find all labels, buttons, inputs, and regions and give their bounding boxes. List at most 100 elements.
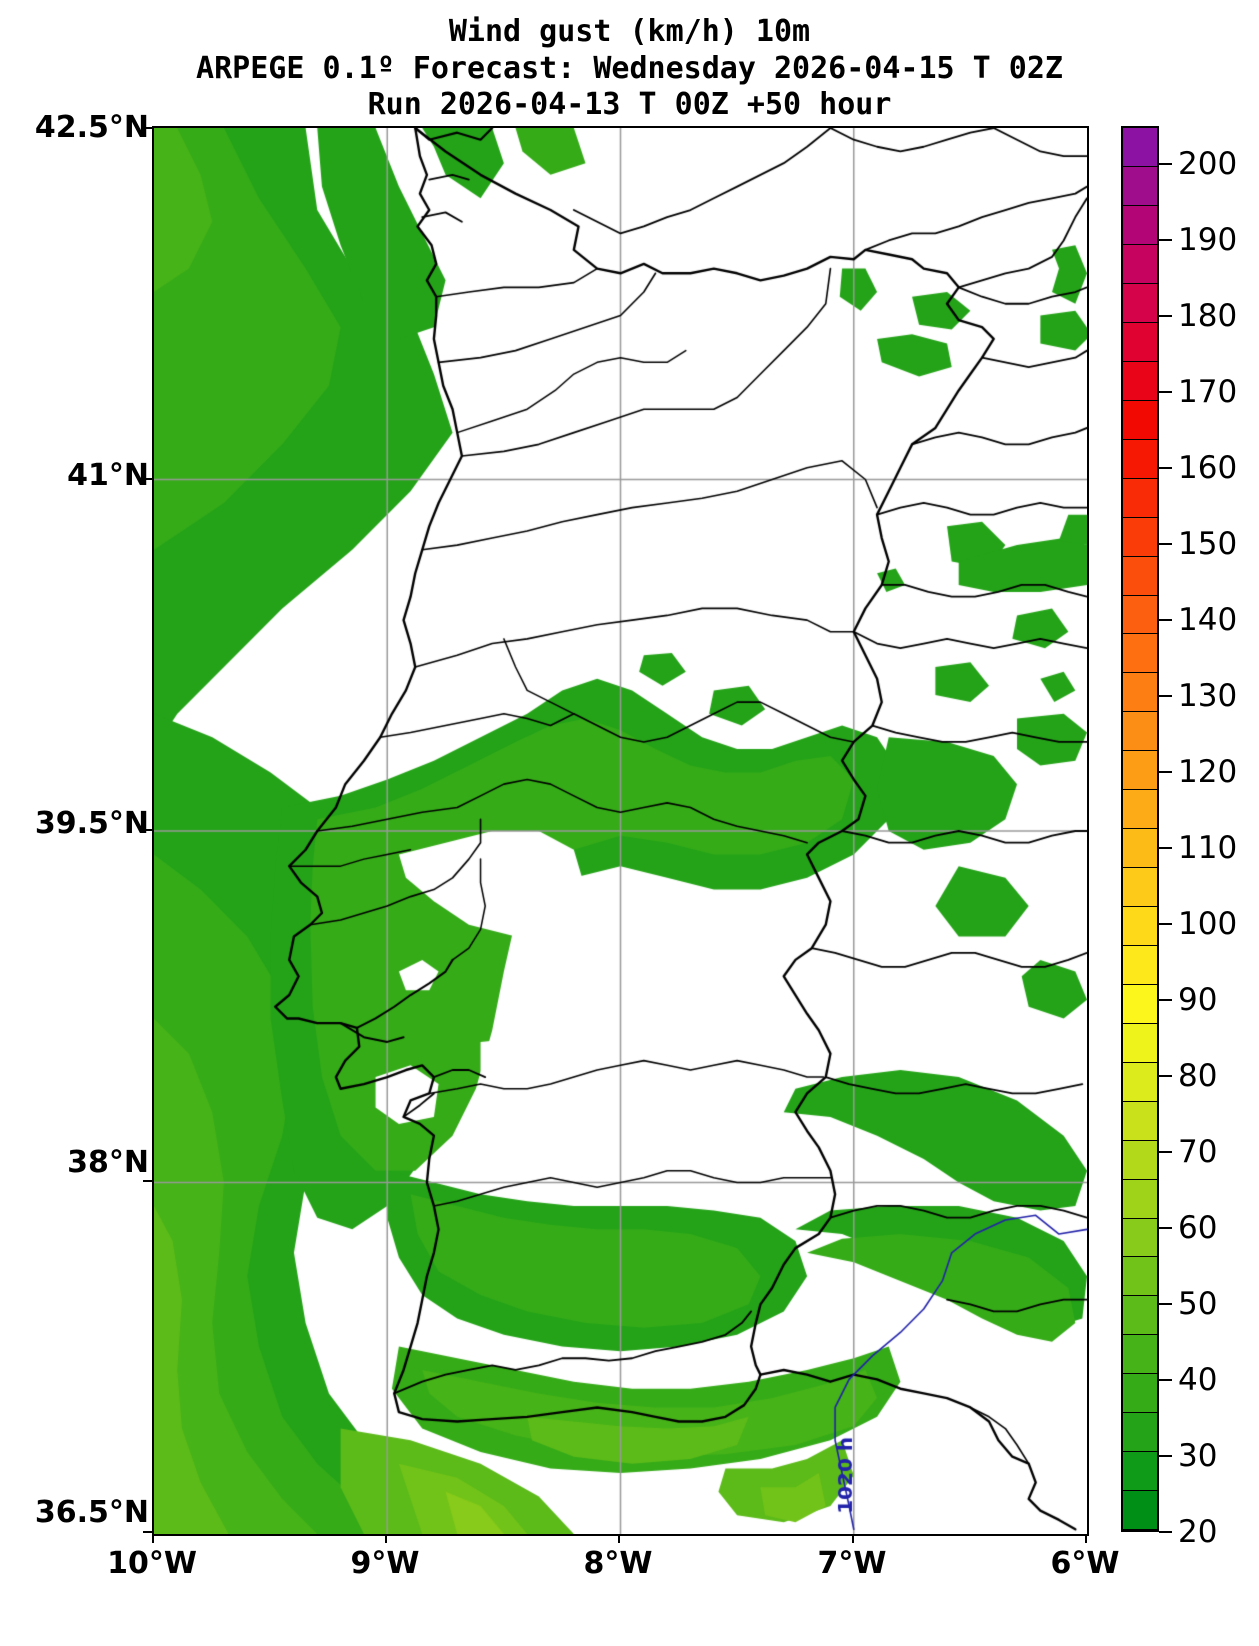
colorbar-band-0: [1123, 1491, 1157, 1530]
colorbar-tick-150: [1159, 543, 1172, 545]
colorbar-band-34: [1123, 167, 1157, 207]
map-plot-area: [152, 126, 1089, 1536]
colorbar-tick-label-100: 100: [1178, 906, 1238, 942]
colorbar-band-9: [1123, 1140, 1157, 1180]
y-tick-label-1: 41°N: [67, 458, 149, 493]
run-subtitle: Run 2026-04-13 T 00Z +50 hour: [367, 87, 892, 123]
colorbar-tick-120: [1159, 771, 1172, 773]
colorbar-tick-40: [1159, 1379, 1172, 1381]
y-tick-mark-3: [143, 1180, 152, 1182]
colorbar-band-23: [1123, 595, 1157, 635]
colorbar-band-5: [1123, 1296, 1157, 1336]
colorbar-tick-label-20: 20: [1178, 1514, 1218, 1550]
colorbar-tick-170: [1159, 391, 1172, 393]
colorbar-tick-label-140: 140: [1178, 602, 1238, 638]
colorbar: 20 30 40 50 60 70 80 90 100 110 120 130 140 150 160 170…: [1121, 126, 1237, 1550]
wind-gust-heatmap-canvas: [154, 128, 1087, 1534]
colorbar-band-25: [1123, 517, 1157, 557]
colorbar-band-24: [1123, 556, 1157, 596]
colorbar-gradient: [1121, 126, 1159, 1532]
y-tick-mark-4: [143, 1531, 152, 1533]
forecast-subtitle: ARPEGE 0.1º Forecast: Wednesday 2026-04-…: [196, 50, 1063, 86]
colorbar-tick-130: [1159, 695, 1172, 697]
colorbar-band-21: [1123, 673, 1157, 713]
colorbar-band-27: [1123, 439, 1157, 479]
colorbar-tick-label-170: 170: [1178, 374, 1238, 410]
colorbar-band-7: [1123, 1218, 1157, 1258]
colorbar-tick-label-50: 50: [1178, 1286, 1218, 1322]
colorbar-band-33: [1123, 206, 1157, 246]
x-tick-label-3: 7°W: [817, 1546, 887, 1581]
colorbar-tick-label-180: 180: [1178, 298, 1238, 334]
colorbar-tick-label-200: 200: [1178, 146, 1238, 182]
colorbar-band-15: [1123, 907, 1157, 946]
colorbar-band-14: [1123, 945, 1157, 985]
colorbar-band-4: [1123, 1335, 1157, 1375]
colorbar-tick-label-30: 30: [1178, 1438, 1218, 1474]
colorbar-tick-label-130: 130: [1178, 678, 1238, 714]
colorbar-band-8: [1123, 1179, 1157, 1219]
colorbar-band-26: [1123, 478, 1157, 518]
x-tick-label-4: 6°W: [1050, 1546, 1120, 1581]
colorbar-tick-60: [1159, 1227, 1172, 1229]
colorbar-band-31: [1123, 284, 1157, 323]
colorbar-tick-200: [1159, 163, 1172, 165]
colorbar-tick-30: [1159, 1455, 1172, 1457]
colorbar-band-20: [1123, 712, 1157, 752]
x-tick-label-1: 9°W: [350, 1546, 420, 1581]
colorbar-tick-100: [1159, 923, 1172, 925]
x-tick-label-0: 10°W: [107, 1546, 197, 1581]
colorbar-tick-label-160: 160: [1178, 450, 1238, 486]
y-tick-mark-1: [143, 478, 152, 480]
colorbar-tick-label-40: 40: [1178, 1362, 1218, 1398]
colorbar-band-19: [1123, 751, 1157, 791]
colorbar-band-35: [1123, 128, 1157, 168]
colorbar-band-12: [1123, 1023, 1157, 1063]
chart-title-block: Wind gust (km/h) 10m ARPEGE 0.1º Forecas…: [0, 0, 1259, 122]
colorbar-band-3: [1123, 1374, 1157, 1414]
x-tick-mark-1: [385, 1534, 387, 1543]
colorbar-tick-label-80: 80: [1178, 1058, 1218, 1094]
colorbar-tick-20: [1159, 1531, 1172, 1533]
y-tick-mark-0: [143, 127, 152, 129]
page-title: Wind gust (km/h) 10m: [448, 14, 811, 49]
colorbar-band-17: [1123, 829, 1157, 869]
colorbar-tick-label-150: 150: [1178, 526, 1238, 562]
colorbar-tick-label-90: 90: [1178, 982, 1218, 1018]
colorbar-band-29: [1123, 361, 1157, 401]
x-tick-mark-3: [852, 1534, 854, 1543]
colorbar-tick-190: [1159, 239, 1172, 241]
colorbar-band-6: [1123, 1257, 1157, 1297]
x-tick-label-2: 8°W: [583, 1546, 653, 1581]
colorbar-band-30: [1123, 322, 1157, 362]
colorbar-band-28: [1123, 400, 1157, 440]
colorbar-band-32: [1123, 245, 1157, 284]
colorbar-tick-90: [1159, 999, 1172, 1001]
colorbar-tick-70: [1159, 1151, 1172, 1153]
y-tick-label-0: 42.5°N: [34, 110, 149, 145]
y-tick-label-3: 38°N: [67, 1145, 149, 1180]
colorbar-tick-label-70: 70: [1178, 1134, 1218, 1170]
colorbar-band-18: [1123, 790, 1157, 830]
y-tick-label-2: 39.5°N: [34, 806, 149, 841]
colorbar-tick-80: [1159, 1075, 1172, 1077]
y-tick-mark-2: [143, 829, 152, 831]
colorbar-tick-180: [1159, 315, 1172, 317]
x-tick-mark-0: [152, 1534, 154, 1543]
colorbar-tick-label-120: 120: [1178, 754, 1238, 790]
colorbar-band-11: [1123, 1062, 1157, 1102]
colorbar-band-2: [1123, 1413, 1157, 1453]
colorbar-band-1: [1123, 1452, 1157, 1492]
colorbar-tick-110: [1159, 847, 1172, 849]
x-tick-mark-4: [1085, 1534, 1087, 1543]
colorbar-tick-140: [1159, 619, 1172, 621]
colorbar-band-22: [1123, 634, 1157, 674]
colorbar-tick-label-190: 190: [1178, 222, 1238, 258]
colorbar-band-10: [1123, 1101, 1157, 1141]
colorbar-tick-label-60: 60: [1178, 1210, 1218, 1246]
colorbar-tick-50: [1159, 1303, 1172, 1305]
colorbar-band-16: [1123, 868, 1157, 907]
y-tick-label-4: 36.5°N: [34, 1495, 149, 1530]
colorbar-band-13: [1123, 984, 1157, 1024]
colorbar-tick-160: [1159, 467, 1172, 469]
